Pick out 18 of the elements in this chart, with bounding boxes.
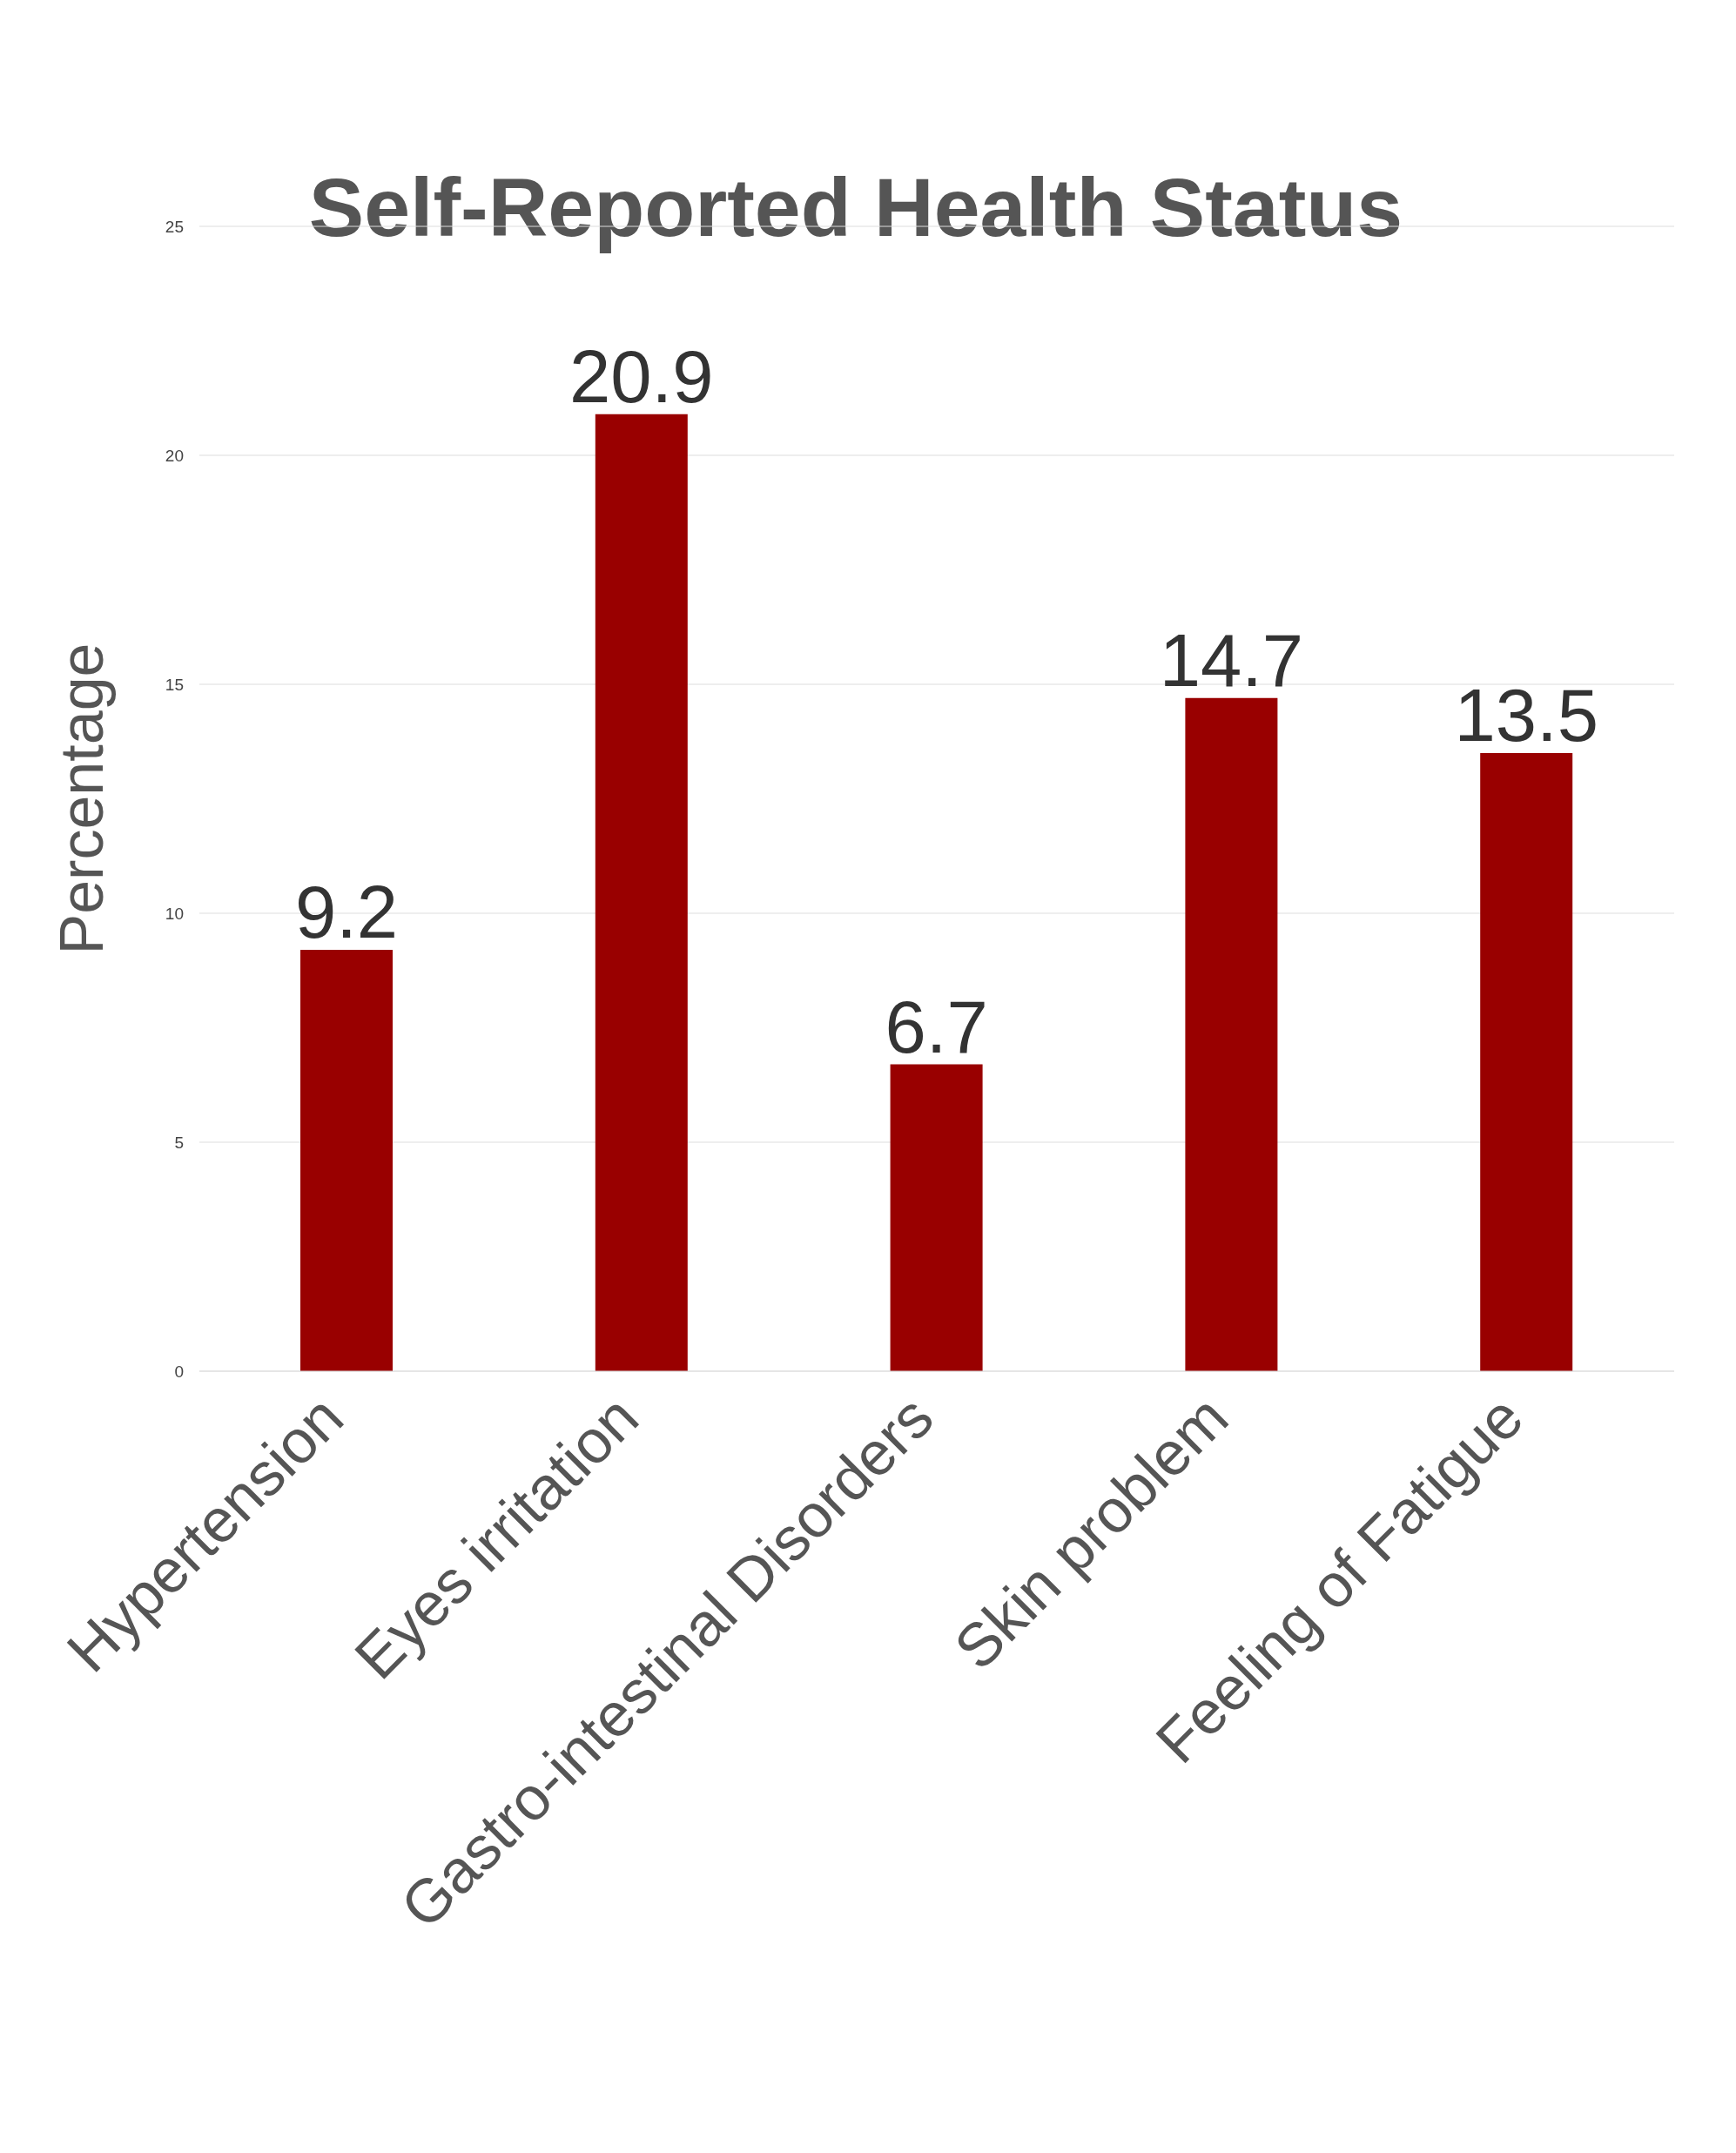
bar bbox=[1185, 697, 1278, 1371]
y-tick-label: 10 bbox=[165, 904, 184, 923]
y-tick-label: 0 bbox=[174, 1362, 184, 1381]
data-label: 13.5 bbox=[1454, 673, 1598, 757]
bar bbox=[890, 1064, 983, 1371]
data-label: 20.9 bbox=[569, 334, 714, 418]
data-label: 6.7 bbox=[885, 985, 988, 1068]
bar bbox=[1480, 752, 1573, 1371]
data-label: 9.2 bbox=[294, 871, 399, 954]
bar bbox=[595, 414, 688, 1371]
y-tick-label: 15 bbox=[165, 675, 184, 694]
bar bbox=[300, 950, 393, 1371]
data-label: 14.7 bbox=[1159, 618, 1304, 702]
y-axis-title: Percentage bbox=[47, 643, 116, 955]
chart-title: Self-Reported Health Status bbox=[308, 161, 1403, 253]
y-tick-label: 20 bbox=[165, 446, 184, 465]
y-tick-label: 25 bbox=[165, 217, 184, 236]
y-tick-label: 5 bbox=[174, 1133, 184, 1152]
